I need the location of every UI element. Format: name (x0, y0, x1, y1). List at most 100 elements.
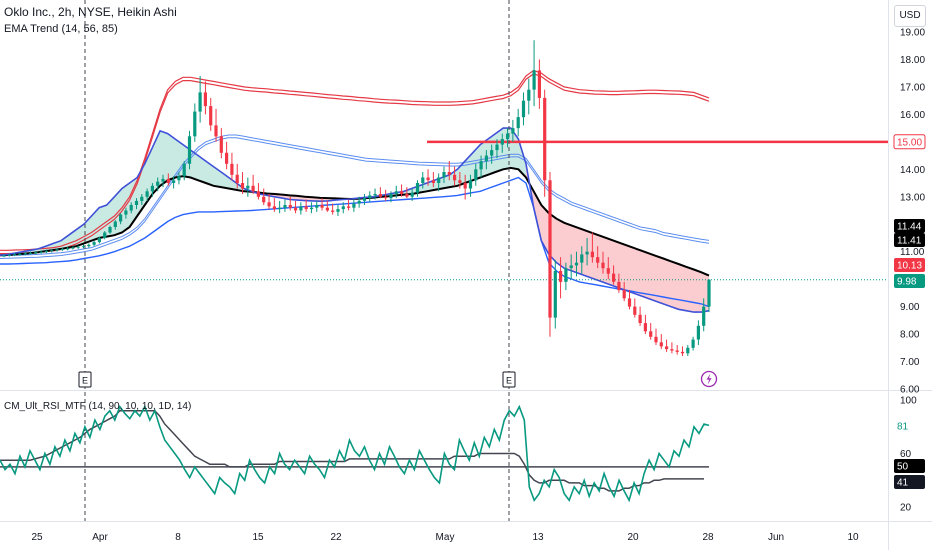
candle-body (71, 247, 75, 249)
candle-body (347, 206, 351, 208)
time-tick-label: 28 (702, 532, 714, 543)
candle-body (680, 351, 685, 354)
candle-body (7, 255, 11, 256)
candle-body (76, 246, 80, 248)
candle-body (145, 191, 149, 197)
price-label-badge (894, 233, 925, 247)
rsi-value-label: 50 (897, 462, 909, 473)
candle-body (659, 342, 663, 347)
symbol-title[interactable]: Oklo Inc., 2h, NYSE, Heikin Ashi (4, 5, 177, 19)
earnings-marker-label: E (82, 376, 88, 386)
candle-body (66, 248, 70, 250)
indicator-title[interactable]: EMA Trend (14, 56, 85) (4, 23, 118, 35)
upper-band-line-inner (0, 73, 710, 255)
candle-body (670, 349, 674, 351)
price-tick-label: 17.00 (900, 82, 925, 93)
rsi-title[interactable]: CM_Ult_RSI_MTF (14, 90, 10, 10, 1D, 14) (4, 401, 192, 412)
candlestick-series (2, 40, 711, 357)
candle-body (304, 206, 308, 210)
horizontal-line-price-label-badge (893, 134, 926, 150)
candle-body (288, 205, 292, 208)
price-label: 11.44 (897, 222, 922, 233)
candle-body (606, 268, 610, 274)
candle-body (373, 194, 377, 196)
rsi-tick-label: 100 (900, 396, 917, 407)
candle-body (627, 298, 632, 307)
candle-body (315, 205, 319, 208)
time-tick-label: 10 (847, 532, 859, 543)
time-tick-label: Jun (768, 532, 784, 543)
candle-body (400, 191, 404, 194)
candle-body (368, 195, 372, 199)
candle-body (601, 262, 605, 269)
candle-body (341, 206, 345, 210)
candle-body (665, 346, 669, 350)
candle-body (442, 172, 446, 178)
candle-body (548, 180, 552, 318)
candle-body (506, 133, 510, 140)
candle-body (378, 194, 382, 197)
candle-body (389, 194, 393, 199)
candle-body (537, 70, 541, 98)
rsi-fast-line (0, 404, 710, 503)
candle-body (331, 210, 335, 212)
candle-body (336, 209, 340, 212)
candle-body (256, 191, 260, 197)
lightning-icon[interactable] (700, 370, 718, 388)
candle-body (140, 196, 144, 201)
candle-body (55, 249, 59, 251)
candle-body (92, 242, 96, 245)
price-tick-label: 16.00 (900, 110, 925, 121)
candle-body (696, 325, 700, 340)
candle-body (28, 253, 33, 255)
candle-body (638, 314, 642, 323)
candle-body (437, 177, 441, 183)
candle-body (527, 89, 531, 101)
time-axis[interactable]: 25 Apr 8 15 22 May 13 20 28 Jun 10 (31, 532, 859, 543)
candle-body (294, 207, 298, 211)
candle-body (60, 248, 64, 250)
candle-body (225, 152, 229, 164)
candle-body (702, 306, 706, 326)
candle-body (431, 180, 435, 183)
candle-body (18, 253, 22, 255)
candle-body (119, 214, 123, 222)
candle-body (458, 180, 462, 183)
candle-body (516, 117, 520, 129)
earnings-marker-box[interactable] (78, 371, 92, 388)
candle-body (495, 144, 499, 151)
time-tick-label: 13 (532, 532, 544, 543)
candle-body (87, 244, 91, 247)
slow-ema-line (0, 134, 710, 257)
price-tick-label: 11.00 (900, 247, 925, 258)
price-tick-label: 6.00 (900, 385, 920, 396)
earnings-marker-box[interactable] (502, 371, 516, 388)
price-tick-label: 19.00 (900, 28, 925, 39)
candle-body (267, 202, 271, 207)
candle-body (209, 106, 213, 126)
candle-body (463, 183, 467, 189)
candle-body (521, 100, 526, 118)
candle-body (34, 252, 38, 254)
time-tick-label: 25 (31, 532, 43, 543)
candle-body (161, 178, 165, 182)
candle-body (474, 169, 478, 181)
candle-body (569, 265, 573, 269)
horizontal-line-price-label: 15.00 (897, 137, 922, 148)
price-tick-label: 9.00 (900, 302, 920, 313)
candle-body (299, 206, 303, 211)
price-labels: 15.00 11.44 11.41 10.13 9.98 (893, 134, 926, 288)
price-tick-label: 18.00 (900, 55, 925, 66)
slow-ema-line-inner (0, 137, 710, 259)
candle-body (484, 155, 488, 162)
upper-band-line (0, 69, 710, 251)
rsi-value-label-badge (894, 419, 925, 433)
candle-body (362, 198, 367, 201)
time-tick-label: May (436, 532, 455, 543)
candle-body (182, 163, 186, 177)
currency-button[interactable]: USD (894, 5, 926, 27)
candle-body (559, 270, 563, 282)
candle-body (50, 250, 54, 252)
